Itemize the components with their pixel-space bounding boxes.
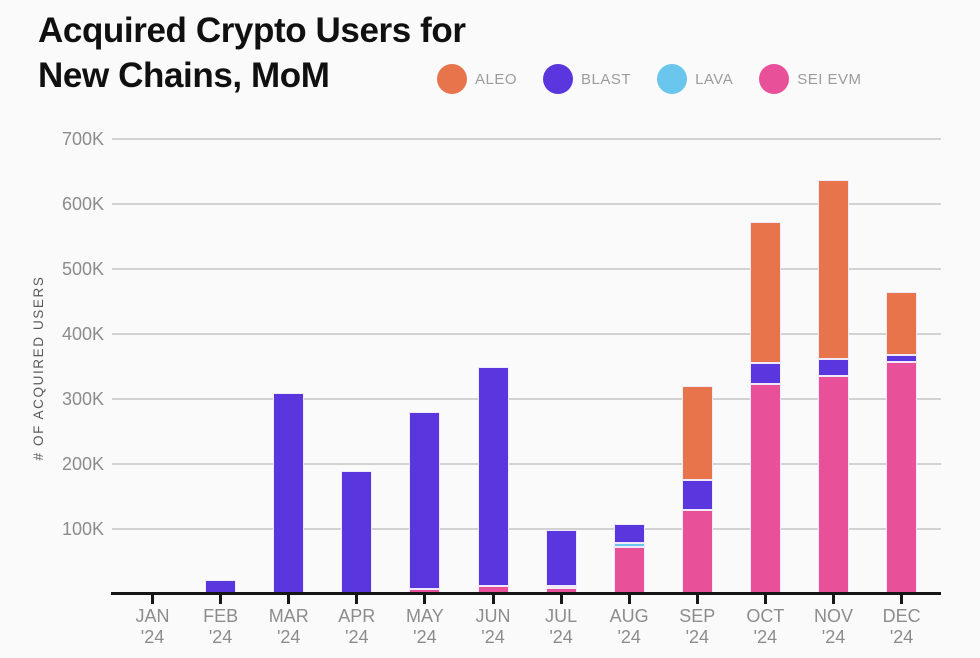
x-tick-jan bbox=[151, 595, 154, 604]
x-tick-sep bbox=[695, 595, 699, 604]
bar-apr-blast-segment[interactable] bbox=[341, 470, 373, 594]
y-axis-label-500k: 500K bbox=[61, 259, 104, 279]
x-label-jul: JUL '24 bbox=[545, 606, 578, 647]
x-tick-oct bbox=[763, 595, 767, 604]
y-axis-label-600k: 600K bbox=[61, 194, 104, 214]
y-axis-label-700k: 700K bbox=[61, 129, 104, 149]
x-label-sep: SEP '24 bbox=[679, 606, 716, 647]
x-label-dec: DEC '24 bbox=[882, 606, 921, 647]
legend-label-aleo: ALEO bbox=[475, 70, 518, 88]
x-tick-jun bbox=[491, 595, 495, 604]
bar-jun-blast-segment[interactable] bbox=[477, 366, 509, 586]
x-tick-jul bbox=[559, 595, 563, 604]
x-tick-nov bbox=[832, 595, 835, 604]
chart-title-line2: New Chains, MoM bbox=[38, 56, 330, 95]
x-axis-line bbox=[111, 592, 941, 595]
x-label-nov: NOV '24 bbox=[813, 606, 853, 647]
bar-sep-blast-segment[interactable] bbox=[681, 480, 713, 510]
chart-title-line1: Acquired Crypto Users for bbox=[38, 11, 466, 50]
legend-dot-icon-blast bbox=[543, 64, 574, 94]
legend-label-sei-evm: SEI EVM bbox=[797, 70, 862, 88]
bar-sep-sei-evm-segment[interactable] bbox=[681, 509, 713, 594]
bar-jul-blast-segment[interactable] bbox=[545, 530, 577, 586]
legend: ALEO BLAST LAVA SEI EVM bbox=[437, 64, 862, 94]
legend-dot-icon-aleo bbox=[437, 64, 467, 94]
x-tick-feb bbox=[219, 595, 223, 604]
bar-oct-blast-segment[interactable] bbox=[749, 362, 781, 384]
legend-label-blast: BLAST bbox=[581, 70, 632, 88]
bar-aug-lava-segment[interactable] bbox=[613, 543, 645, 548]
bar-sep-aleo-segment[interactable] bbox=[681, 386, 713, 481]
x-label-jun: JUN '24 bbox=[475, 606, 511, 647]
bar-dec-sei-evm-segment[interactable] bbox=[886, 361, 918, 594]
legend-item-lava[interactable]: LAVA bbox=[657, 64, 733, 94]
bar-oct-sei-evm-segment[interactable] bbox=[749, 384, 781, 594]
bar-oct-aleo-segment[interactable] bbox=[749, 222, 781, 363]
bar-mar-blast-segment[interactable] bbox=[273, 392, 305, 594]
bar-may-blast-segment[interactable] bbox=[409, 412, 441, 589]
gridline-700k bbox=[112, 138, 941, 140]
legend-dot-icon-sei-evm bbox=[759, 64, 790, 94]
bar-dec-blast-segment[interactable] bbox=[886, 354, 918, 362]
bar-jul-lava-segment[interactable] bbox=[545, 585, 577, 589]
bar-nov-blast-segment[interactable] bbox=[818, 359, 849, 377]
x-tick-may bbox=[423, 595, 427, 604]
legend-item-aleo[interactable]: ALEO bbox=[437, 64, 517, 94]
x-label-may: MAY '24 bbox=[406, 606, 444, 647]
y-axis-label-400k: 400K bbox=[61, 324, 104, 344]
x-label-jan: JAN '24 bbox=[135, 606, 170, 647]
legend-item-sei-evm[interactable]: SEI EVM bbox=[759, 64, 861, 94]
gridline-600k bbox=[112, 203, 941, 205]
y-axis-label-300k: 300K bbox=[61, 389, 104, 409]
legend-label-lava: LAVA bbox=[695, 70, 734, 88]
x-label-mar: MAR '24 bbox=[268, 606, 309, 647]
bar-nov-sei-evm-segment[interactable] bbox=[818, 376, 849, 595]
x-tick-apr bbox=[355, 595, 359, 604]
x-label-feb: FEB '24 bbox=[203, 606, 239, 647]
bar-nov-aleo-segment[interactable] bbox=[818, 179, 849, 360]
bar-dec-aleo-segment[interactable] bbox=[886, 291, 918, 355]
x-tick-aug bbox=[627, 595, 631, 604]
gridline-500k bbox=[112, 268, 941, 270]
bar-aug-sei-evm-segment[interactable] bbox=[613, 547, 645, 594]
x-label-aug: AUG '24 bbox=[609, 606, 649, 647]
x-label-oct: OCT '24 bbox=[746, 606, 785, 647]
legend-item-blast[interactable]: BLAST bbox=[543, 64, 631, 94]
x-tick-dec bbox=[900, 595, 904, 604]
y-axis-label-100k: 100K bbox=[61, 519, 104, 539]
bar-aug-blast-segment[interactable] bbox=[613, 523, 645, 544]
x-tick-mar bbox=[287, 595, 291, 604]
y-axis-label-200k: 200K bbox=[61, 454, 104, 474]
x-label-apr: APR '24 bbox=[338, 606, 376, 647]
gridline-200k bbox=[112, 463, 941, 465]
gridline-100k bbox=[112, 528, 941, 530]
chart-title: Acquired Crypto Users for New Chains, Mo… bbox=[38, 8, 466, 98]
gridline-400k bbox=[112, 333, 941, 335]
legend-dot-icon-lava bbox=[657, 64, 688, 94]
gridline-300k bbox=[112, 398, 941, 400]
